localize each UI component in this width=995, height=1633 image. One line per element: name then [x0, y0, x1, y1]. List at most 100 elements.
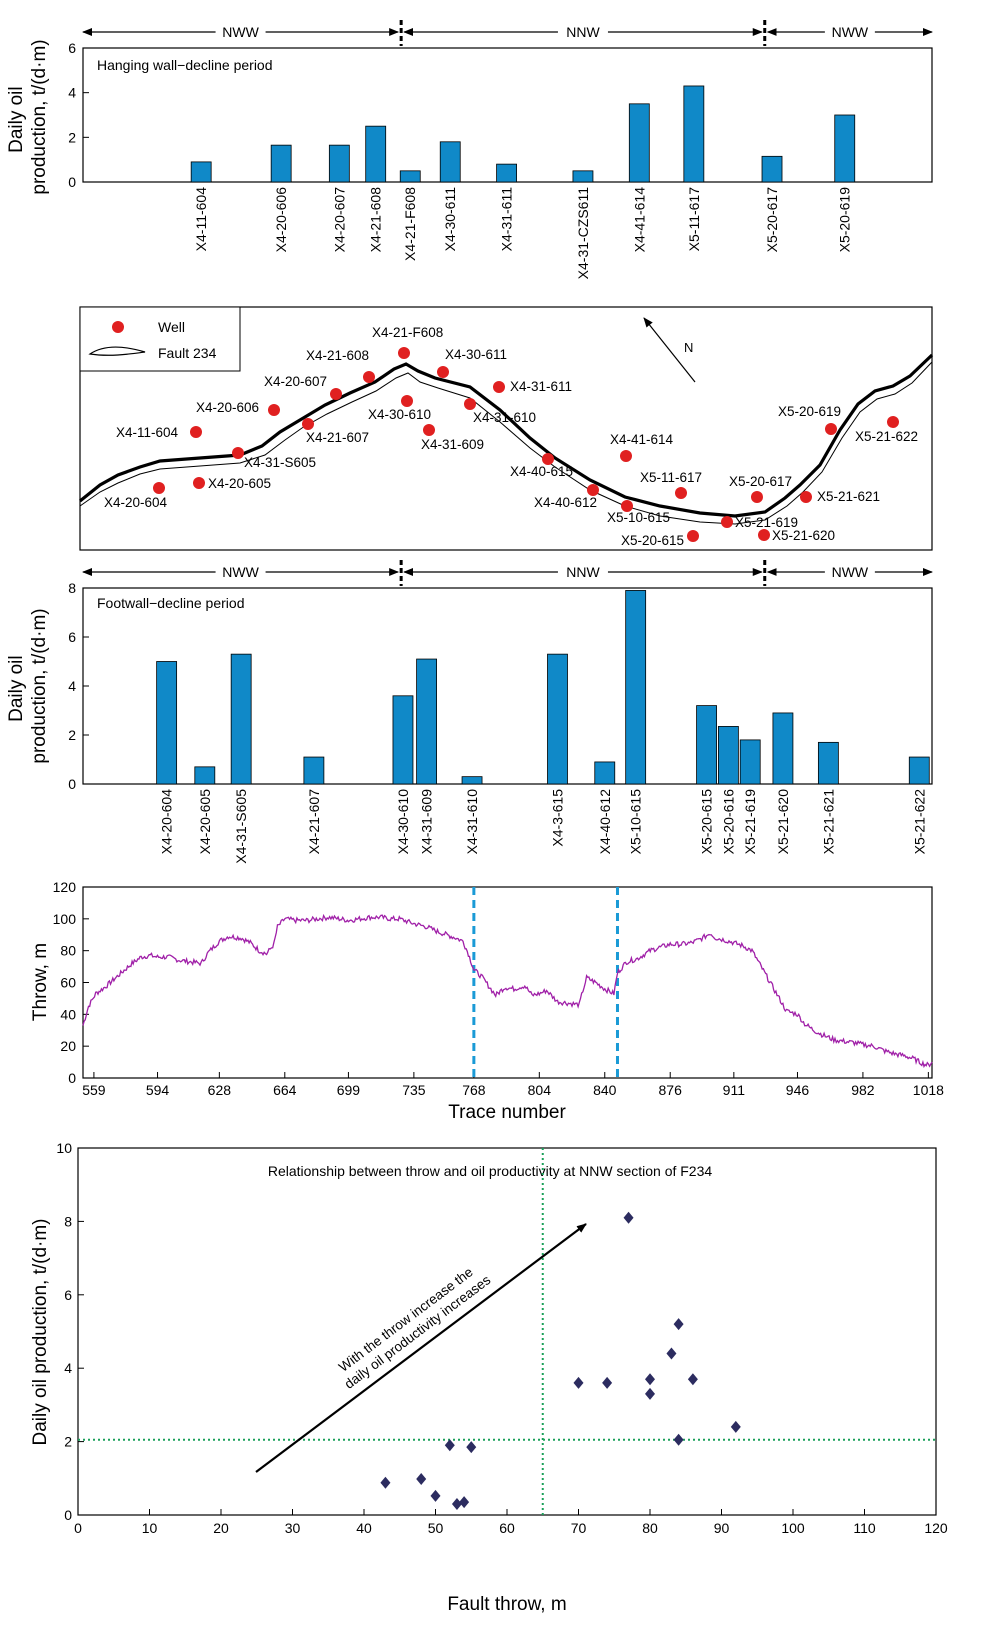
well-marker-X4-30-610 [401, 395, 413, 407]
footwall-title: Footwall−decline period [97, 595, 244, 611]
throw-xtick-label: 664 [273, 1082, 297, 1098]
hanging-wall-ylabel: Daily oil production, t/(d·m) [6, 39, 50, 194]
bar-label-X4-30-610: X4-30-610 [395, 789, 411, 855]
bar-X4-30-611 [439, 141, 461, 183]
trend-annotation: With the throw increase the daily oil pr… [331, 1259, 493, 1392]
well-marker-X5-21-619 [721, 516, 733, 528]
throw-xtick-label: 768 [462, 1082, 486, 1098]
bar-label-X5-20-619: X5-20-619 [837, 187, 853, 253]
throw-ytick-label: 20 [60, 1038, 76, 1054]
bar-label-X5-20-616: X5-20-616 [720, 789, 736, 855]
well-label-X5-21-622: X5-21-622 [855, 429, 918, 444]
bar-label-X4-40-612: X4-40-612 [597, 789, 613, 855]
scatter-point-0 [380, 1476, 391, 1489]
scatter-ytick-label: 10 [56, 1140, 72, 1156]
throw-xlabel: Trace number [448, 1102, 566, 1123]
throw-ytick-label: 0 [68, 1070, 76, 1086]
ytick-label: 4 [68, 85, 76, 101]
map-wells: X4-11-604X4-20-606X4-20-607X4-21-608X4-2… [104, 325, 918, 548]
well-marker-X5-21-620 [758, 529, 770, 541]
throw-xtick-label: 559 [82, 1082, 106, 1098]
throw-ytick-label: 120 [53, 879, 77, 895]
legend-fault-symbol [88, 346, 146, 356]
footwall-ylabel: Daily oil production, t/(d·m) [6, 608, 50, 763]
throw-xtick-label: 594 [146, 1082, 170, 1098]
scatter-axes: 0 10 20 30 40 50 60 70 80 90 100 110 120 0 2 4 6 8 10 [56, 1140, 947, 1536]
bar-label-X5-20-617: X5-20-617 [764, 187, 780, 253]
bar-label-X4-41-614: X4-41-614 [631, 187, 647, 253]
well-label-X4-30-611: X4-30-611 [445, 347, 507, 362]
scatter-point-11 [645, 1387, 655, 1400]
well-marker-X5-20-615 [687, 530, 699, 542]
trend-arrow: With the throw increase the daily oil pr… [255, 1223, 587, 1473]
well-marker-X5-21-622 [887, 416, 899, 428]
scatter-point-14 [673, 1433, 684, 1446]
bar-X4-40-612 [594, 761, 616, 785]
ytick-label: 4 [68, 678, 76, 694]
bar-X4-21-F608 [399, 170, 421, 183]
well-marker-X4-40-612 [587, 484, 599, 496]
footwall-chart: Footwall−decline period Daily oil produc… [6, 580, 933, 864]
bar-X4-41-614 [628, 103, 650, 183]
band-label: NWW [222, 24, 259, 40]
well-label-X5-21-620: X5-21-620 [772, 528, 835, 543]
legend-fault-label: Fault 234 [158, 345, 217, 361]
map-frame [79, 306, 933, 551]
well-marker-X5-20-619 [825, 423, 837, 435]
bar-label-X4-20-606: X4-20-606 [273, 187, 289, 253]
well-label-X5-21-619: X5-21-619 [735, 515, 798, 530]
well-label-X4-40-615: X4-40-615 [510, 464, 573, 479]
ytick-label: 8 [68, 580, 76, 596]
bar-X5-20-615 [696, 705, 717, 785]
bar-X5-21-622 [908, 756, 930, 785]
well-label-X4-40-612: X4-40-612 [534, 495, 597, 510]
scatter-xlabel: Fault throw, m [447, 1594, 566, 1615]
throw-xtick-label: 946 [786, 1082, 810, 1098]
bar-X5-20-616 [717, 726, 739, 785]
scatter-point-3 [444, 1439, 455, 1452]
bar-X5-21-619 [739, 739, 761, 785]
scatter-xtick-label: 50 [428, 1520, 444, 1536]
throw-series-line [82, 913, 933, 1069]
throw-xtick-label: 840 [593, 1082, 617, 1098]
well-marker-X4-30-611 [437, 366, 449, 378]
hanging-wall-well-labels: X4-11-604 X4-20-606 X4-20-607 X4-21-608 X4-2… [193, 187, 853, 280]
well-marker-X4-20-604 [153, 482, 165, 494]
scatter-ytick-label: 2 [64, 1434, 72, 1450]
scatter-point-13 [673, 1318, 684, 1331]
well-label-X4-41-614: X4-41-614 [610, 432, 674, 447]
throw-boundary-lines [472, 887, 619, 1078]
scatter-xtick-label: 120 [924, 1520, 948, 1536]
scatter-xtick-label: 60 [499, 1520, 515, 1536]
scatter-title: Relationship between throw and oil produ… [268, 1163, 713, 1179]
well-marker-X4-20-605 [193, 477, 205, 489]
bar-label-X5-21-622: X5-21-622 [911, 789, 927, 855]
scatter-xtick-label: 30 [285, 1520, 301, 1536]
bar-label-X4-31-609: X4-31-609 [419, 789, 435, 855]
bar-X5-21-620 [772, 712, 794, 785]
well-label-X5-10-615: X5-10-615 [607, 510, 670, 525]
bar-label-X4-30-611: X4-30-611 [442, 187, 458, 252]
bar-label-X5-20-615: X5-20-615 [699, 789, 715, 855]
bar-X4-31-609 [416, 658, 437, 785]
well-label-X4-21-608: X4-21-608 [306, 348, 369, 363]
well-label-X4-20-607: X4-20-607 [264, 374, 327, 389]
throw-ytick-label: 80 [60, 943, 76, 959]
scatter-point-5 [459, 1496, 470, 1509]
bar-label-X4-20-605: X4-20-605 [197, 789, 213, 855]
throw-xtick-label: 911 [723, 1082, 746, 1098]
well-label-X4-21-F608: X4-21-F608 [372, 325, 443, 340]
footwall-frame [82, 587, 933, 785]
hanging-wall-chart: Hanging wall−decline period Daily oil pr… [6, 39, 933, 280]
well-marker-X5-11-617 [675, 487, 687, 499]
bar-label-X5-21-620: X5-21-620 [775, 789, 791, 855]
well-marker-X4-31-610 [464, 398, 476, 410]
throw-xtick-label: 804 [528, 1082, 552, 1098]
throw-frame [82, 886, 933, 1079]
bar-X4-30-610 [392, 695, 414, 785]
well-marker-X5-20-617 [751, 491, 763, 503]
bar-X4-21-608 [365, 125, 387, 183]
footwall-yticks: 0 2 4 6 8 [68, 580, 89, 792]
bar-X4-3-615 [547, 653, 568, 785]
